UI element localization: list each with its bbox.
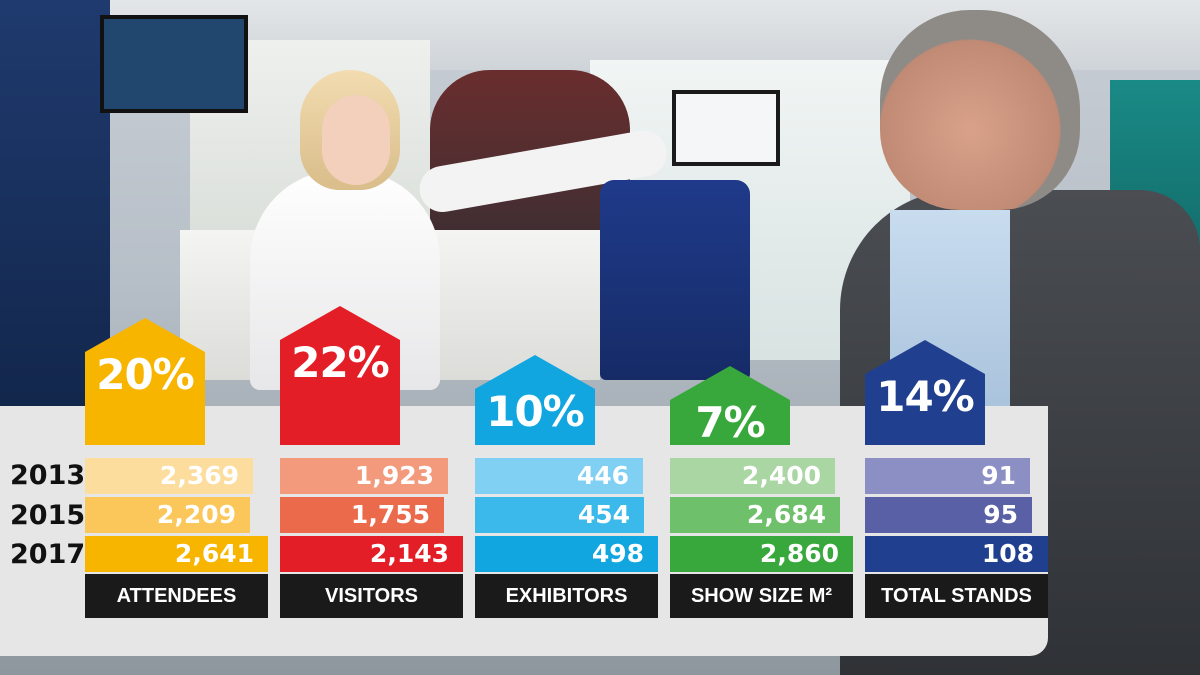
growth-percentage: 22%	[291, 338, 390, 387]
data-bar: 2,860	[670, 536, 853, 572]
year-label: 2013	[10, 460, 86, 491]
data-bar: 2,369	[85, 458, 253, 494]
growth-percentage: 20%	[96, 350, 195, 399]
category-label: ATTENDEES	[85, 574, 268, 618]
growth-badge	[670, 366, 790, 445]
data-label: 108	[981, 539, 1034, 568]
data-label: 91	[981, 461, 1016, 490]
growth-badge	[280, 306, 400, 445]
photo-tv-screen-left	[100, 15, 248, 113]
growth-badge	[865, 340, 985, 445]
stat-column: 10% 446 454 498 EXHIBITORS	[475, 0, 658, 675]
data-bar: 446	[475, 458, 643, 494]
data-label: 2,369	[159, 461, 239, 490]
data-label: 2,209	[156, 500, 236, 529]
photo-woman-face	[322, 95, 390, 185]
data-label: 1,923	[354, 461, 434, 490]
data-label: 2,143	[369, 539, 449, 568]
category-label: SHOW SIZE M²	[670, 574, 853, 618]
data-bar: 2,684	[670, 497, 840, 533]
data-bar: 2,641	[85, 536, 268, 572]
growth-badge	[85, 318, 205, 445]
stat-column: 7% 2,400 2,684 2,860 SHOW SIZE M²	[670, 0, 853, 675]
data-label: 498	[591, 539, 644, 568]
data-bar: 454	[475, 497, 644, 533]
data-bar: 1,755	[280, 497, 444, 533]
category-label: EXHIBITORS	[475, 574, 658, 618]
data-label: 1,755	[350, 500, 430, 529]
stat-column: 14% 91 95 108 TOTAL STANDS	[865, 0, 1048, 675]
data-bar: 91	[865, 458, 1030, 494]
data-bar: 2,143	[280, 536, 463, 572]
data-label: 2,641	[174, 539, 254, 568]
data-bar: 2,400	[670, 458, 835, 494]
data-label: 2,860	[759, 539, 839, 568]
stat-column: 20% 2,369 2,209 2,641 ATTENDEES	[85, 0, 268, 675]
data-bar: 1,923	[280, 458, 448, 494]
data-label: 2,400	[741, 461, 821, 490]
data-label: 95	[983, 500, 1018, 529]
data-bar: 108	[865, 536, 1048, 572]
data-label: 454	[577, 500, 630, 529]
category-label: TOTAL STANDS	[865, 574, 1048, 618]
data-bar: 498	[475, 536, 658, 572]
photo-tv-screen-middle	[672, 90, 780, 166]
growth-percentage: 14%	[876, 372, 975, 421]
category-label: VISITORS	[280, 574, 463, 618]
photo-bag	[600, 180, 750, 380]
growth-percentage: 7%	[695, 398, 765, 447]
data-label: 2,684	[746, 500, 826, 529]
growth-percentage: 10%	[486, 387, 585, 436]
stat-column: 22% 1,923 1,755 2,143 VISITORS	[280, 0, 463, 675]
data-label: 446	[576, 461, 629, 490]
data-bar: 2,209	[85, 497, 250, 533]
year-label: 2015	[10, 500, 86, 531]
year-label: 2017	[10, 539, 86, 570]
data-bar: 95	[865, 497, 1032, 533]
photo-man-head	[880, 10, 1080, 210]
growth-badge	[475, 355, 595, 445]
